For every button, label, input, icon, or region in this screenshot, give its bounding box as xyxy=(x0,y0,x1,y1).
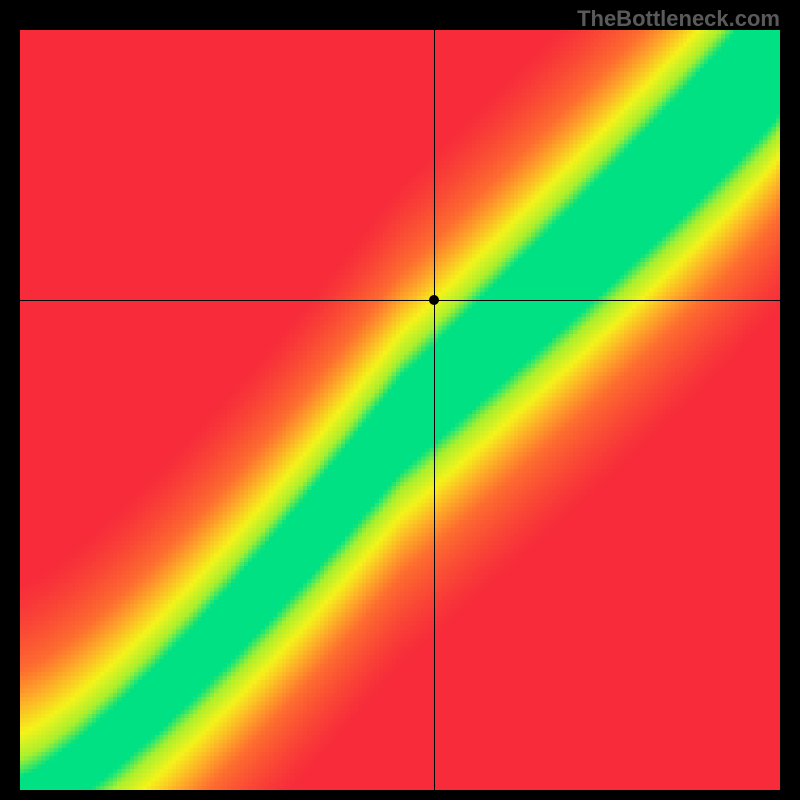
crosshair-vertical xyxy=(434,30,435,790)
watermark-text: TheBottleneck.com xyxy=(577,6,780,32)
heatmap-canvas xyxy=(20,30,780,790)
bottleneck-heatmap xyxy=(20,30,780,790)
marker-dot xyxy=(429,295,439,305)
crosshair-horizontal xyxy=(20,300,780,301)
